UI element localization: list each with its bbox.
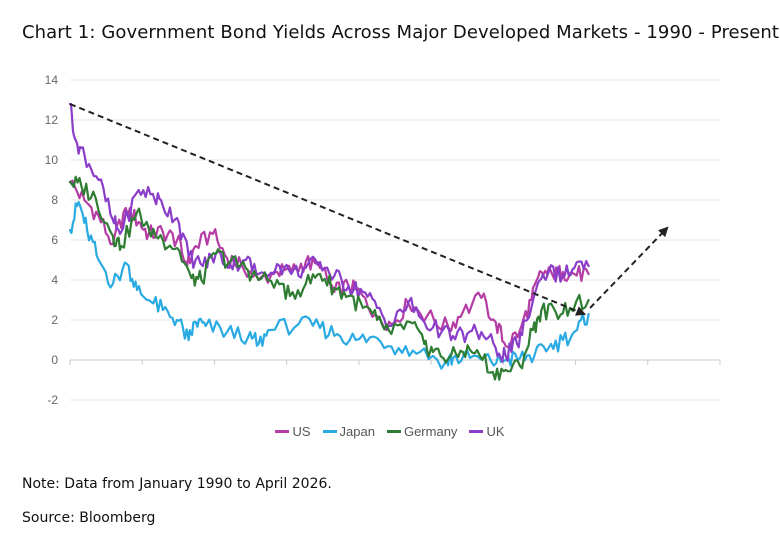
y-tick-label: 14 — [45, 73, 59, 87]
trend-arrows — [69, 103, 669, 316]
y-tick-label: 2 — [51, 313, 58, 327]
series-line-us — [68, 179, 590, 349]
legend-swatch-us — [275, 430, 290, 433]
y-tick-label: 12 — [45, 113, 59, 127]
legend: US Japan Germany UK — [0, 424, 780, 439]
trend-arrow-2 — [589, 226, 669, 309]
legend-item-uk: UK — [469, 424, 505, 439]
legend-label-us: US — [292, 424, 311, 439]
legend-item-us: US — [275, 424, 311, 439]
y-tick-label: 8 — [51, 193, 58, 207]
y-axis-ticks: 14 12 10 8 6 4 2 0 -2 — [45, 73, 59, 407]
bond-yield-chart: 14 12 10 8 6 4 2 0 -2 — [45, 73, 721, 407]
y-tick-label: -2 — [47, 393, 58, 407]
legend-swatch-japan — [322, 430, 337, 433]
trend-arrow-1 — [69, 103, 587, 316]
y-tick-label: 10 — [45, 153, 59, 167]
y-tick-label: 6 — [51, 233, 58, 247]
legend-label-japan: Japan — [339, 424, 375, 439]
legend-swatch-uk — [469, 430, 484, 433]
data-source: Source: Bloomberg — [22, 510, 156, 526]
y-tick-label: 4 — [51, 273, 58, 287]
y-tick-label: 0 — [51, 353, 58, 367]
data-note: Note: Data from January 1990 to April 20… — [22, 476, 332, 492]
series-line-uk — [68, 102, 590, 363]
series-line-japan — [68, 200, 590, 370]
legend-label-germany: Germany — [403, 424, 458, 439]
chart-title: Chart 1: Government Bond Yields Across M… — [22, 22, 780, 43]
series-line-germany — [68, 175, 590, 381]
legend-item-germany: Germany — [386, 424, 458, 439]
series-lines — [68, 102, 590, 381]
legend-item-japan: Japan — [322, 424, 375, 439]
legend-label-uk: UK — [486, 424, 505, 439]
legend-swatch-germany — [386, 430, 401, 433]
